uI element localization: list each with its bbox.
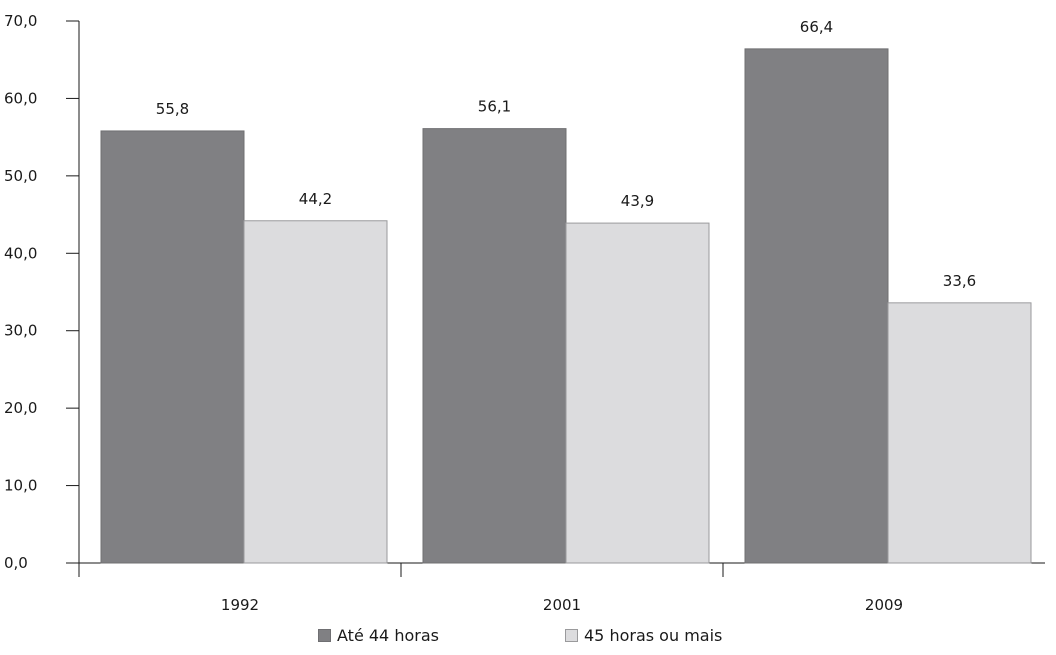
y-tick-label: 50,0: [4, 167, 37, 185]
value-label: 55,8: [156, 100, 189, 118]
bar-1992-series-1: [100, 130, 245, 564]
value-label: 43,9: [621, 192, 654, 210]
y-tick-label: 10,0: [4, 477, 37, 495]
legend-label-ate-44-horas: Até 44 horas: [337, 626, 439, 645]
bar-chart: 0,0 10,0 20,0 30,0 40,0 50,0 60,0 70,0 55,8 44,2 1…: [4, 12, 1045, 614]
legend-swatch-ate-44-horas: [318, 629, 331, 642]
legend: Até 44 horas 45 horas ou mais: [0, 626, 1056, 652]
x-category-label: 2001: [543, 596, 581, 614]
bar-1992-series-2: [243, 220, 388, 564]
legend-swatch-45-horas-ou-mais: [565, 629, 578, 642]
bar-2001-series-1: [422, 128, 567, 564]
value-label: 66,4: [800, 18, 833, 36]
bar-2001-series-2: [565, 222, 710, 564]
legend-item-ate-44-horas: Até 44 horas: [318, 626, 439, 645]
bar-2009-series-1: [744, 48, 889, 564]
bar-2009-series-2: [887, 302, 1032, 564]
value-label: 33,6: [943, 272, 976, 290]
y-tick-label: 70,0: [4, 12, 37, 30]
y-tick-label: 40,0: [4, 244, 37, 262]
legend-label-45-horas-ou-mais: 45 horas ou mais: [584, 626, 723, 645]
y-tick-label: 0,0: [4, 554, 28, 572]
y-tick-label: 20,0: [4, 399, 37, 417]
legend-item-45-horas-ou-mais: 45 horas ou mais: [565, 626, 722, 645]
value-label: 44,2: [299, 190, 332, 208]
y-tick-label: 60,0: [4, 89, 37, 107]
x-category-label: 1992: [221, 596, 259, 614]
y-tick-label: 30,0: [4, 322, 37, 340]
x-category-label: 2009: [865, 596, 903, 614]
value-label: 56,1: [478, 98, 511, 116]
